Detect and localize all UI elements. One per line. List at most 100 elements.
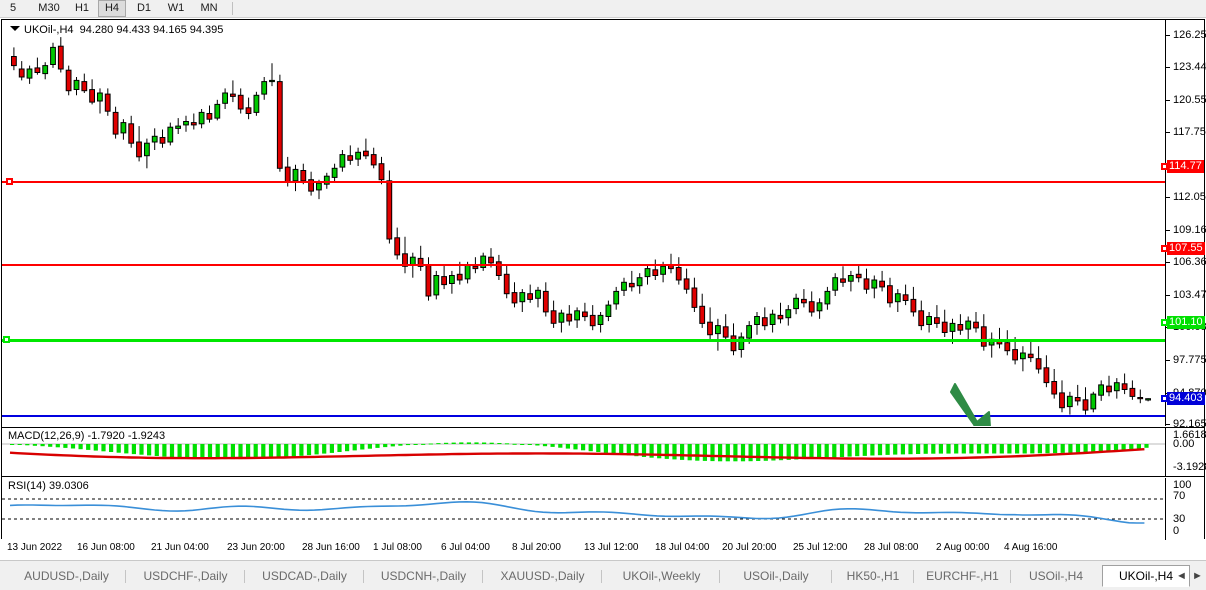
date-axis-label: 6 Jul 04:00 (441, 542, 490, 553)
chart-tab-audusd-daily[interactable]: AUDUSD-,Daily (24, 569, 109, 583)
tab-scroll-next-button[interactable]: ► (1192, 570, 1203, 582)
date-axis-label: 20 Jul 20:00 (722, 542, 777, 553)
price-tick-mark (1166, 132, 1170, 134)
timeframe-button-h4[interactable]: H4 (98, 0, 126, 17)
price-level-handle-support-blue[interactable] (1161, 395, 1168, 403)
price-level-handle-support-green[interactable] (1161, 318, 1168, 326)
date-axis-label: 23 Jun 20:00 (227, 542, 285, 553)
chart-tab-usdcad-daily[interactable]: USDCAD-,Daily (262, 569, 347, 583)
date-axis-label: 13 Jul 12:00 (584, 542, 639, 553)
level-handle-11477[interactable] (6, 178, 13, 185)
rsi-tick-label: 30 (1173, 513, 1186, 525)
chart-tab-usoil-h4[interactable]: USOil-,H4 (1028, 569, 1083, 583)
date-axis-label: 21 Jun 04:00 (151, 542, 209, 553)
timeframe-button-m5[interactable]: 5 (9, 2, 17, 14)
tab-separator (482, 570, 483, 583)
price-tick-label: 109.16 (1173, 224, 1206, 237)
date-axis-label: 16 Jun 08:00 (77, 542, 135, 553)
date-axis-label: 2 Aug 00:00 (936, 542, 990, 553)
chart-tab-usdchf-daily[interactable]: USDCHF-,Daily (143, 569, 228, 583)
date-axis-label: 1 Jul 08:00 (373, 542, 422, 553)
macd-indicator-pane[interactable]: MACD(12,26,9) -1.7920 -1.9243 (2, 427, 1165, 477)
date-axis-label: 25 Jul 12:00 (793, 542, 848, 553)
price-tick-label: 126.25 (1173, 29, 1206, 42)
price-tick-label: 112.05 (1173, 191, 1206, 204)
timeframe-button-m30[interactable]: M30 (38, 2, 60, 14)
tab-scroll-prev-button[interactable]: ◄ (1176, 570, 1187, 582)
rsi-tick-label: 70 (1173, 490, 1186, 502)
candlestick-series (11, 37, 1151, 415)
price-tick-mark (1166, 197, 1170, 199)
chart-tab-xauusd-daily[interactable]: XAUUSD-,Daily (500, 569, 585, 583)
price-tick-mark (1166, 67, 1170, 69)
price-level-tag-support-blue[interactable]: 94.403 (1167, 392, 1205, 406)
date-axis: 13 Jun 2022 16 Jun 08:00 21 Jun 04:00 23 Ju… (1, 540, 1205, 558)
tab-separator (125, 570, 126, 583)
price-tick-label: 120.55 (1173, 94, 1206, 107)
chart-tab-eurchf-h1[interactable]: EURCHF-,H1 (926, 569, 999, 583)
level-line-11477[interactable] (2, 181, 1165, 183)
date-axis-label: 13 Jun 2022 (7, 542, 63, 553)
price-chart-pane[interactable]: UKOil-,H4 94.280 94.433 94.165 94.395 (2, 20, 1165, 426)
chart-ohlc-values: 94.280 94.433 94.165 94.395 (79, 24, 224, 36)
chart-symbol-header: UKOil-,H4 94.280 94.433 94.165 94.395 (10, 24, 223, 36)
price-tick-label: 97.775 (1173, 354, 1206, 367)
macd-series (2, 442, 1165, 462)
timeframe-button-d1[interactable]: D1 (136, 2, 152, 14)
tab-separator (831, 570, 832, 583)
level-line-10755[interactable] (2, 264, 1165, 266)
macd-tick-label: 1.6618 (1173, 429, 1206, 441)
down-right-arrow-annotation[interactable] (947, 380, 1007, 426)
tab-separator (1010, 570, 1011, 583)
price-tick-mark (1166, 424, 1170, 426)
chart-frame: UKOil-,H4 94.280 94.433 94.165 94.395 12… (1, 19, 1206, 540)
price-tick-mark (1166, 35, 1170, 37)
rsi-indicator-pane[interactable]: RSI(14) 39.0306 (2, 478, 1165, 540)
chart-tab-ukoil-weekly[interactable]: UKOil-,Weekly (622, 569, 701, 583)
price-level-tag-support-green[interactable]: 101.10 (1167, 315, 1205, 329)
price-level-handle-resistance-upper[interactable] (1161, 162, 1168, 170)
rsi-series (2, 498, 1165, 524)
chart-tab-hk50-h1[interactable]: HK50-,H1 (846, 569, 900, 583)
macd-label: MACD(12,26,9) -1.7920 -1.9243 (8, 430, 168, 442)
price-tick-label: 106.36 (1173, 256, 1206, 269)
rsi-label: RSI(14) 39.0306 (8, 480, 91, 492)
macd-tick-label: 0.00 (1173, 438, 1195, 450)
timeframe-toolbar: 5 M30 H1 H4 D1 W1 MN (0, 0, 1206, 18)
chevron-down-icon[interactable] (10, 26, 20, 31)
price-level-handle-resistance-lower[interactable] (1161, 245, 1168, 253)
date-axis-label: 28 Jun 16:00 (302, 542, 360, 553)
tab-separator (363, 570, 364, 583)
chart-tab-bar: AUDUSD-,Daily USDCHF-,Daily USDCAD-,Daily U… (0, 560, 1206, 590)
timeframe-button-w1[interactable]: W1 (167, 2, 185, 14)
level-line-94403[interactable] (2, 415, 1165, 417)
price-tick-label: 117.75 (1173, 126, 1206, 139)
price-tick-mark (1166, 100, 1170, 102)
macd-tick-label: -3.1928 (1173, 461, 1206, 473)
price-level-tag-resistance-lower[interactable]: 107.55 (1167, 242, 1205, 256)
rsi-tick-label: 0 (1173, 525, 1180, 537)
timeframe-button-mn[interactable]: MN (200, 2, 218, 14)
tab-separator (244, 570, 245, 583)
price-tick-label: 92.165 (1173, 418, 1206, 431)
rsi-tick-label: 100 (1173, 479, 1192, 491)
price-level-tag-resistance-upper[interactable]: 114.77 (1167, 159, 1204, 173)
toolbar-divider (232, 2, 233, 15)
level-handle-10110[interactable] (3, 336, 10, 343)
chart-tab-ukoil-h4[interactable]: UKOil-,H4 (1102, 565, 1190, 587)
price-tick-label: 123.44 (1173, 61, 1206, 74)
timeframe-button-h1[interactable]: H1 (74, 2, 90, 14)
price-tick-mark (1166, 262, 1170, 264)
chart-symbol-label: UKOil-,H4 (24, 24, 74, 36)
level-line-10110[interactable] (2, 339, 1165, 342)
price-tick-mark (1166, 230, 1170, 232)
date-axis-label: 8 Jul 20:00 (512, 542, 561, 553)
date-axis-label: 4 Aug 16:00 (1004, 542, 1058, 553)
date-axis-label: 18 Jul 04:00 (655, 542, 710, 553)
tab-separator (719, 570, 720, 583)
chart-tab-usdcnh-daily[interactable]: USDCNH-,Daily (380, 569, 467, 583)
date-axis-label: 28 Jul 08:00 (864, 542, 919, 553)
chart-tab-usoil-daily[interactable]: USOil-,Daily (743, 569, 809, 583)
price-axis[interactable]: 126.25 123.44 120.55 117.75 112.05 109.16 106.… (1161, 20, 1206, 431)
